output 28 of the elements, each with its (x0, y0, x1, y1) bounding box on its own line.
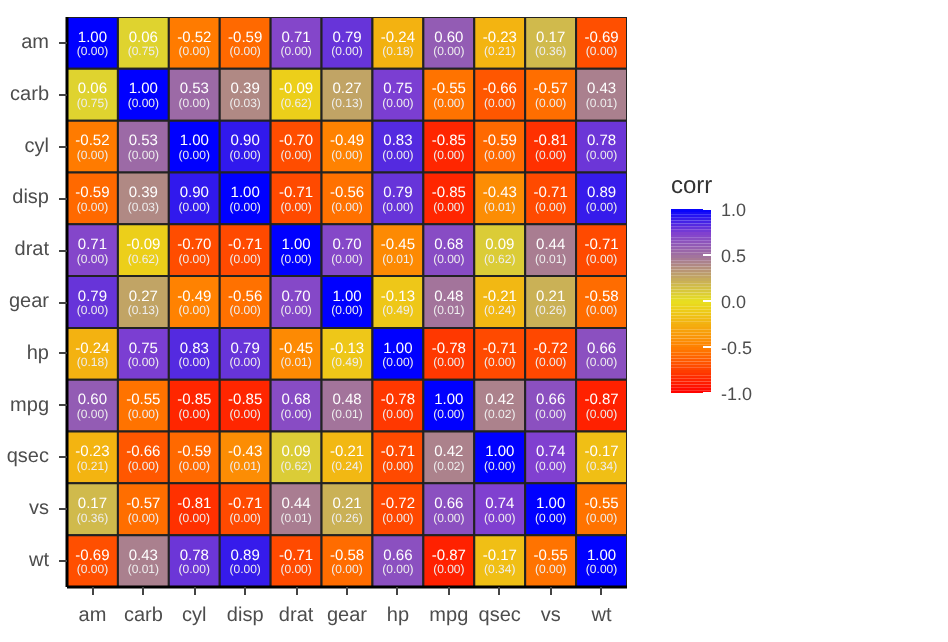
color-bar-label: 0.0 (721, 292, 747, 312)
color-bar-title: corr (671, 171, 713, 199)
y-tick-label: wt (27, 550, 50, 573)
x-tick-label: hp (386, 605, 410, 627)
color-bar-label: 1.0 (721, 200, 747, 220)
y-tick-label: cyl (24, 135, 50, 158)
y-tick-label: gear (8, 291, 51, 313)
y-tick-label: hp (26, 342, 50, 365)
x-tick-label: carb (123, 605, 164, 627)
y-tick-label: mpg (10, 394, 49, 417)
x-tick-label: disp (226, 605, 265, 627)
y-tick-label: disp (12, 187, 50, 210)
x-tick-label: am (78, 605, 107, 627)
x-tick-label: drat (278, 605, 314, 627)
x-tick-label: wt (589, 605, 612, 627)
y-tick-label: am (21, 31, 50, 54)
x-tick-label: gear (326, 605, 369, 627)
color-bar-label: -0.5 (721, 338, 753, 358)
color-bar-label: 0.5 (721, 246, 747, 266)
y-tick-label: vs (29, 498, 49, 521)
color-bar-label: -1.0 (721, 384, 753, 404)
x-tick-label: qsec (478, 605, 521, 627)
y-tick-label: drat (14, 239, 50, 262)
y-tick-label: qsec (6, 446, 49, 469)
y-tick-label: carb (10, 83, 50, 106)
x-tick-label: cyl (182, 605, 207, 627)
x-tick-label: vs (540, 605, 561, 627)
x-tick-label: mpg (429, 605, 469, 627)
